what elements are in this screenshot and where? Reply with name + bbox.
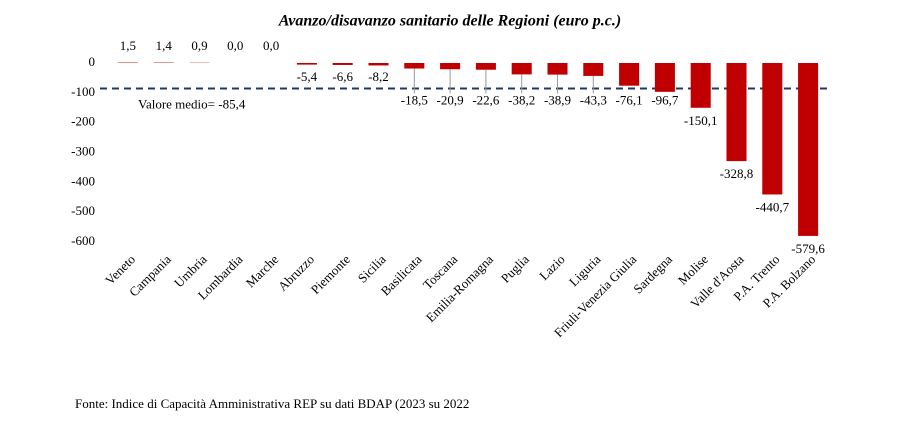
x-tick-label: Lazio <box>536 252 568 284</box>
bar <box>762 63 783 195</box>
bar <box>619 63 640 86</box>
bar <box>296 63 317 65</box>
value-label: 0,9 <box>191 38 207 53</box>
y-tick-label: -500 <box>71 203 95 218</box>
chart-title: Avanzo/disavanzo sanitario delle Regioni… <box>278 13 621 30</box>
bar <box>404 63 425 69</box>
bar <box>475 63 496 70</box>
bar <box>654 63 675 92</box>
x-tick-label: Puglia <box>498 251 532 285</box>
bar <box>798 63 819 236</box>
value-label: -38,9 <box>544 92 571 107</box>
bar <box>511 63 532 75</box>
y-tick-label: -600 <box>71 233 95 248</box>
bar <box>440 63 461 70</box>
value-label: 1,5 <box>120 38 136 53</box>
y-tick-label: 0 <box>89 54 96 69</box>
value-label: -22,6 <box>472 92 500 107</box>
x-tick-label: Sardegna <box>630 251 675 296</box>
bar <box>583 63 604 76</box>
value-label: -43,3 <box>580 92 607 107</box>
y-tick-label: -100 <box>71 84 95 99</box>
value-label: -20,9 <box>437 92 464 107</box>
bar <box>690 63 711 108</box>
source-note: Fonte: Indice di Capacità Amministrativa… <box>75 396 469 411</box>
value-label: -579,6 <box>791 241 825 256</box>
value-label: -96,7 <box>651 92 679 107</box>
value-label: -440,7 <box>756 199 790 214</box>
x-tick-label: Piemonte <box>308 251 353 296</box>
value-label: 0,0 <box>227 38 243 53</box>
value-label: -5,4 <box>297 69 318 84</box>
value-label: 0,0 <box>263 38 279 53</box>
y-tick-label: -300 <box>71 143 95 158</box>
bar <box>332 63 353 65</box>
y-tick-label: -200 <box>71 114 95 129</box>
bar <box>547 63 568 75</box>
value-label: -8,2 <box>368 69 389 84</box>
value-label: -150,1 <box>684 113 718 128</box>
value-label: -328,8 <box>720 166 754 181</box>
value-label: -18,5 <box>401 92 428 107</box>
value-label: -76,1 <box>616 92 643 107</box>
bar <box>726 63 747 162</box>
value-label: -6,6 <box>332 69 353 84</box>
value-label: 1,4 <box>156 38 173 53</box>
y-tick-label: -400 <box>71 173 95 188</box>
bar <box>368 63 389 66</box>
value-label: -38,2 <box>508 92 535 107</box>
mean-label: Valore medio= -85,4 <box>138 96 246 111</box>
